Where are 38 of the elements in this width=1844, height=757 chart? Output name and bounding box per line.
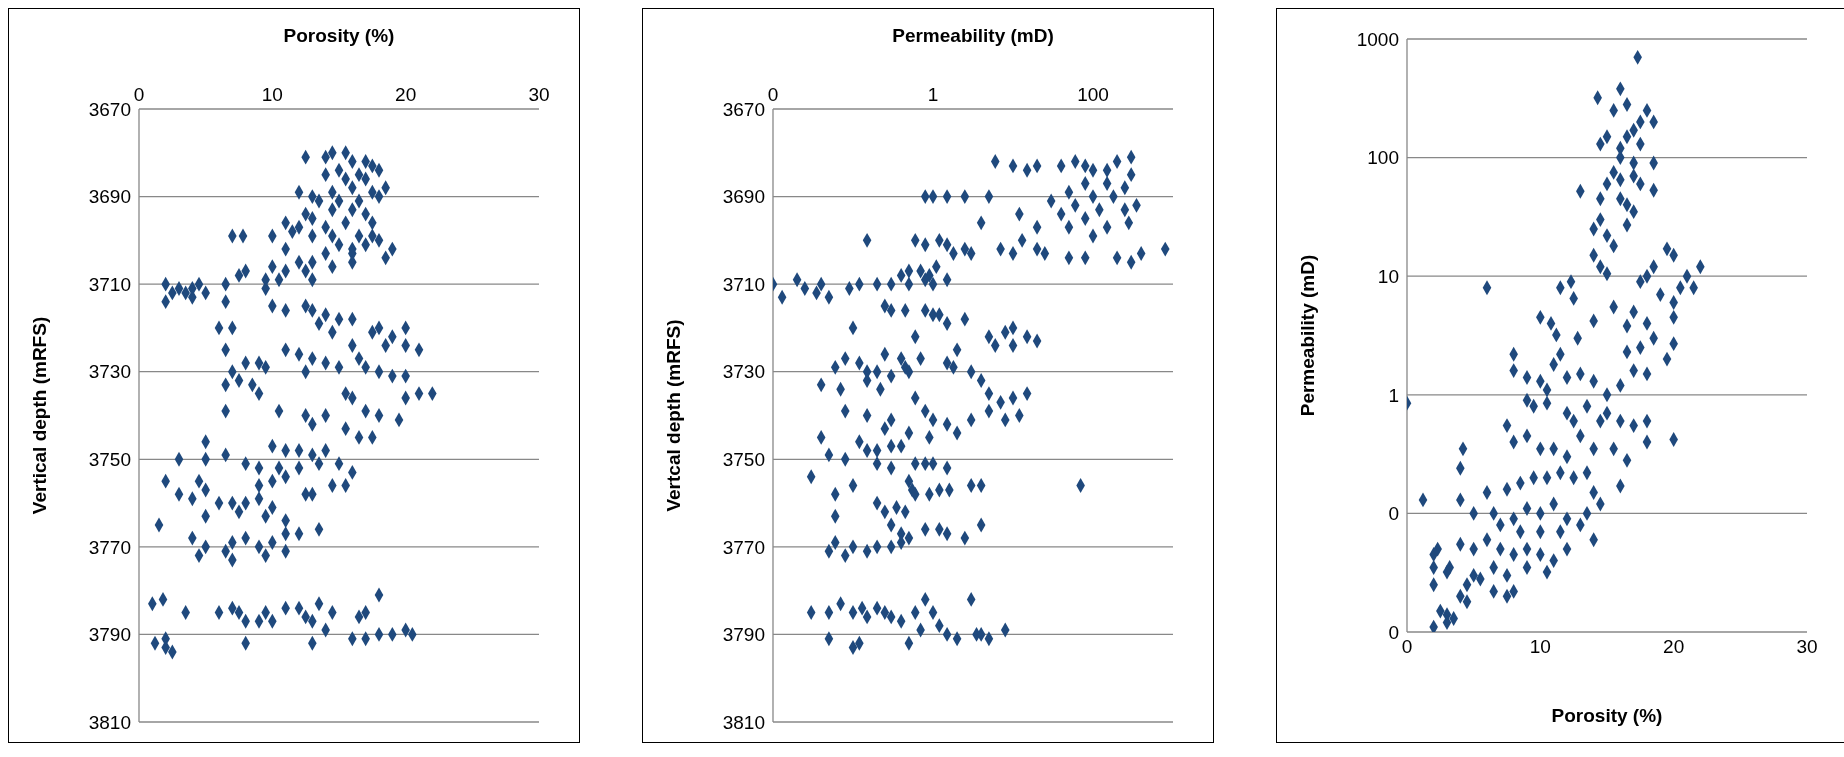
x-tick-label: 0 [133,84,145,105]
y-tick-label: 1000 [1356,28,1399,50]
y-tick-label: 0 [1388,621,1399,643]
y-tick-label: 3810 [722,711,765,733]
x-tick-label: 30 [1796,636,1818,658]
x-tick-label: 10 [1529,636,1551,658]
y-tick-label: 3730 [88,361,131,383]
x-tick-label: 100 [1077,84,1109,105]
y-tick-label: 0 [1388,503,1399,525]
y-tick-label: 3810 [88,711,131,733]
y-tick-label: 3750 [722,449,765,471]
y-tick-label: 3790 [88,624,131,646]
x-tick-label: 20 [395,84,417,105]
x-tick-label: 1 [927,84,939,105]
x-tick-label: 20 [1663,636,1685,658]
y-tick-label: 3770 [88,536,131,558]
y-tick-label: 3670 [722,98,765,120]
x-tick-label: 30 [528,84,550,105]
y-tick-label: 1 [1388,384,1399,406]
y-tick-label: 3710 [88,273,131,295]
x-axis-title: Permeability (mD) [892,25,1054,47]
y-tick-label: 3690 [722,186,765,208]
y-axis-title: Vertcal depth (mRFS) [662,319,684,512]
y-axis-title: Vertical depth (mRFS) [28,316,50,515]
y-tick-label: 3670 [88,98,131,120]
y-tick-label: 100 [1367,147,1399,169]
y-tick-label: 3730 [722,361,765,383]
x-tick-label: 10 [261,84,283,105]
y-tick-label: 3750 [88,449,131,471]
x-tick-label: 0 [767,84,779,105]
y-tick-label: 3710 [722,273,765,295]
x-axis-title: Porosity (%) [283,25,395,47]
y-axis-title: Permeability (mD) [1296,254,1318,417]
y-tick-label: 3690 [88,186,131,208]
x-axis-title: Porosity (%) [1551,705,1663,726]
y-tick-label: 10 [1377,265,1399,287]
y-tick-label: 3790 [722,624,765,646]
y-tick-label: 3770 [722,536,765,558]
